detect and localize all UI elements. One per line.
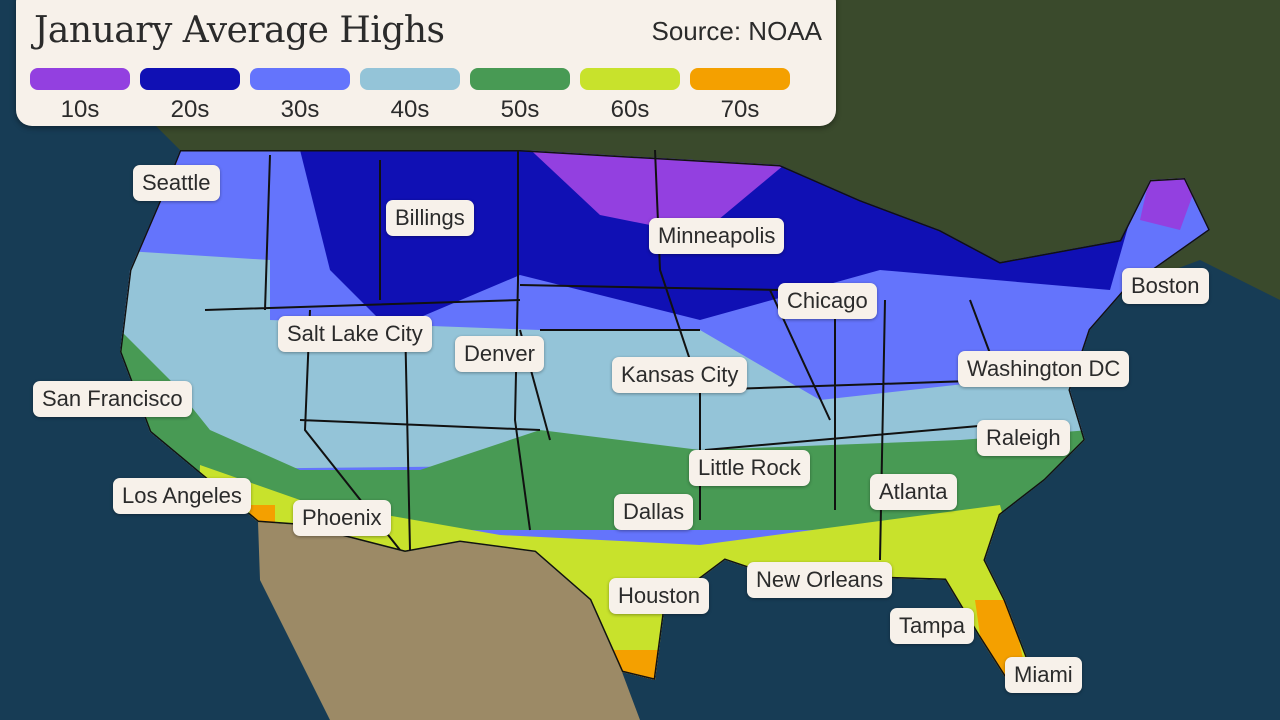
legend-swatch — [140, 68, 240, 90]
legend-item: 30s — [250, 68, 350, 124]
legend-item: 10s — [30, 68, 130, 124]
legend-panel: January Average Highs Source: NOAA 10s 20… — [16, 0, 836, 126]
legend-label: 10s — [60, 96, 100, 123]
city-label-miami: Miami — [1005, 657, 1082, 693]
city-label-dallas: Dallas — [614, 494, 694, 530]
legend-label: 60s — [610, 96, 650, 123]
legend-swatches: 10s 20s 30s 40s 50s 60s 70s — [30, 68, 790, 124]
city-label-chicago: Chicago — [778, 283, 877, 319]
city-label-washington-dc: Washington DC — [958, 351, 1130, 387]
zone-40s — [120, 250, 1090, 470]
legend-swatch — [690, 68, 790, 90]
legend-item: 60s — [580, 68, 680, 124]
city-label-denver: Denver — [455, 336, 544, 372]
city-label-little-rock: Little Rock — [689, 450, 810, 486]
source-label: Source: NOAA — [651, 16, 822, 46]
legend-label: 50s — [500, 96, 540, 123]
city-label-boston: Boston — [1122, 268, 1209, 304]
legend-swatch — [470, 68, 570, 90]
city-label-new-orleans: New Orleans — [747, 562, 893, 598]
legend-swatch — [360, 68, 460, 90]
legend-swatch — [580, 68, 680, 90]
legend-label: 70s — [720, 96, 760, 123]
legend-label: 20s — [170, 96, 210, 123]
city-label-salt-lake-city: Salt Lake City — [278, 316, 432, 352]
legend-swatch — [30, 68, 130, 90]
city-label-houston: Houston — [609, 578, 709, 614]
legend-item: 70s — [690, 68, 790, 124]
city-label-seattle: Seattle — [133, 165, 220, 201]
city-label-tampa: Tampa — [890, 608, 975, 644]
legend-label: 40s — [390, 96, 430, 123]
state-borders — [120, 149, 1210, 682]
city-label-los-angeles: Los Angeles — [113, 478, 251, 514]
map-title: January Average Highs — [34, 10, 445, 51]
city-label-minneapolis: Minneapolis — [649, 218, 785, 254]
city-label-kansas-city: Kansas City — [612, 357, 748, 393]
city-label-billings: Billings — [386, 200, 474, 236]
zone-10s — [520, 150, 790, 235]
zone-10s-maine — [1140, 175, 1200, 230]
city-label-raleigh: Raleigh — [977, 420, 1070, 456]
legend-item: 50s — [470, 68, 570, 124]
zone-50s — [120, 330, 1090, 530]
city-label-phoenix: Phoenix — [293, 500, 391, 536]
city-label-atlanta: Atlanta — [870, 474, 957, 510]
legend-item: 20s — [140, 68, 240, 124]
legend-label: 30s — [280, 96, 320, 123]
city-label-san-francisco: San Francisco — [33, 381, 192, 417]
legend-swatch — [250, 68, 350, 90]
mexico-land — [258, 522, 640, 720]
legend-item: 40s — [360, 68, 460, 124]
